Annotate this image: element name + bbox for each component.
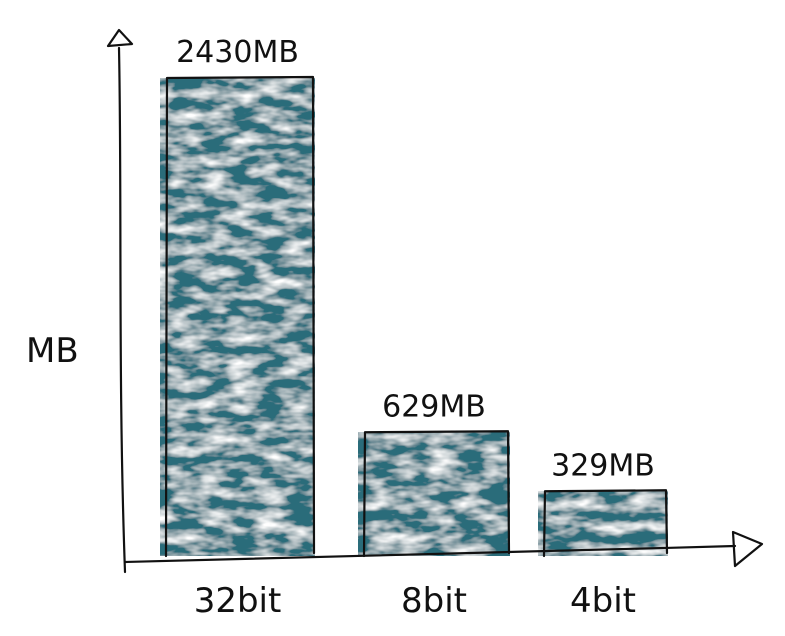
y-axis-label: MB [26,331,79,371]
bar-outline-8bit [362,430,511,558]
y-axis [106,28,134,574]
x-tick-label-32bit: 32bit [194,581,282,621]
data-label-4bit: 329MB [551,448,655,483]
x-axis-arrow-icon [731,530,764,568]
bar-outline-32bit [164,75,316,558]
data-label-8bit: 629MB [382,389,486,424]
y-axis-arrow-icon [106,28,134,48]
data-label-32bit: 2430MB [176,35,299,70]
bar-outline-4bit [542,489,669,558]
bar-4bit [538,491,668,556]
bars-layer [160,75,669,558]
bar-32bit [160,78,315,556]
x-axis [123,530,764,568]
bar-8bit [358,432,510,556]
x-tick-label-8bit: 8bit [401,581,467,621]
labels-layer: 2430MB 32bit 629MB 8bit 329MB 4bit [176,35,655,621]
x-tick-label-4bit: 4bit [570,581,636,621]
